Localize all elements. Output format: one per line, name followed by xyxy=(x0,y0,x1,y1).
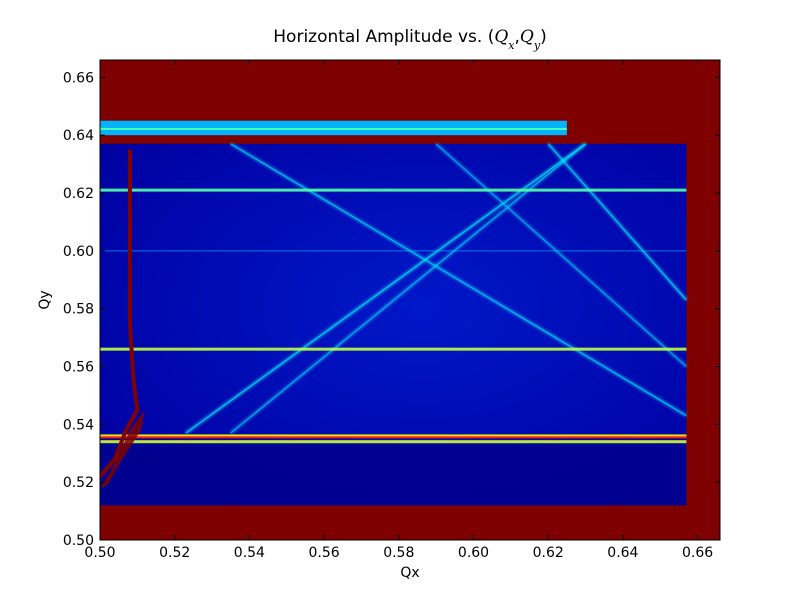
diagonal-resonance-core xyxy=(547,143,687,301)
hot-resonance-band xyxy=(100,436,687,439)
diagonal-resonance-core xyxy=(185,143,586,434)
y-tick-label: 0.50 xyxy=(63,533,94,549)
y-tick-label: 0.64 xyxy=(63,128,94,144)
x-tick-label: 0.54 xyxy=(234,545,265,561)
horizontal-resonance-line xyxy=(100,440,687,444)
x-tick-label: 0.50 xyxy=(84,545,115,561)
horizontal-resonance-line xyxy=(100,347,687,351)
lower-field-region xyxy=(100,444,687,506)
heatmap-plot-area xyxy=(100,60,720,540)
diagonal-resonance-core xyxy=(435,143,687,367)
chaotic-cluster xyxy=(100,409,145,488)
chart-title: Horizontal Amplitude vs. (Qx,Qy) xyxy=(273,27,546,52)
x-tick-label: 0.58 xyxy=(383,545,414,561)
horizontal-resonance-line xyxy=(100,188,687,192)
x-tick-label: 0.64 xyxy=(607,545,638,561)
y-axis-label: Qy xyxy=(37,290,53,309)
y-tick-label: 0.56 xyxy=(63,360,94,376)
x-tick-label: 0.66 xyxy=(682,545,713,561)
y-tick-label: 0.66 xyxy=(63,70,94,86)
upper-band-resonance xyxy=(100,127,567,130)
y-tick-label: 0.58 xyxy=(63,302,94,318)
chaotic-boundary xyxy=(100,149,140,478)
x-tick-label: 0.60 xyxy=(458,545,489,561)
horizontal-resonance-line xyxy=(100,434,687,438)
x-tick-label: 0.56 xyxy=(309,545,340,561)
x-tick-label: 0.52 xyxy=(159,545,190,561)
plot-frame xyxy=(99,59,721,541)
y-axis-ticks: 0.50 0.52 0.54 0.56 0.58 0.60 0.62 0.64 0.66 xyxy=(63,70,720,549)
y-tick-label: 0.54 xyxy=(63,417,94,433)
x-axis-ticks: 0.50 0.52 0.54 0.56 0.58 0.60 0.62 0.64 0.66 xyxy=(84,60,713,561)
y-tick-label: 0.62 xyxy=(63,186,94,202)
y-tick-label: 0.60 xyxy=(63,244,94,260)
x-axis-label: Qx xyxy=(400,565,419,581)
diagonal-resonance-core xyxy=(230,143,586,434)
x-tick-label: 0.62 xyxy=(533,545,564,561)
y-tick-label: 0.52 xyxy=(63,475,94,491)
